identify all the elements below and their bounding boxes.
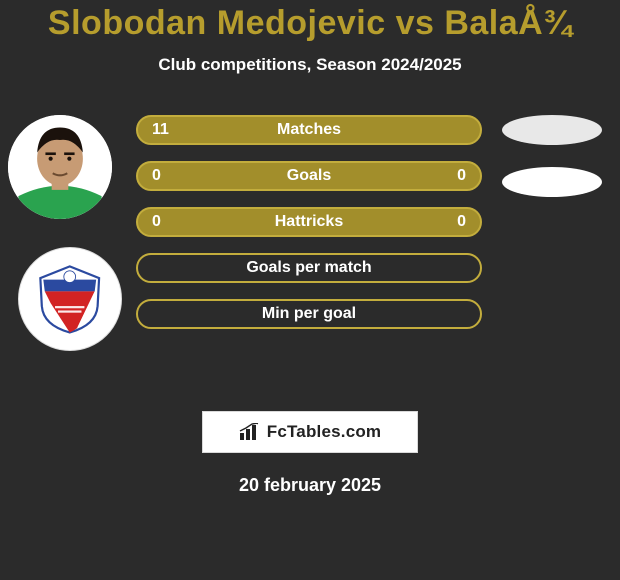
row-value-left: 0 (152, 167, 161, 185)
player2-placeholder-2 (502, 167, 602, 197)
row-value-left: 0 (152, 213, 161, 231)
date-line: 20 february 2025 (0, 475, 620, 496)
fctables-logo-text: FcTables.com (267, 422, 382, 442)
row-label: Matches (277, 121, 341, 139)
row-goals: 0 Goals 0 (136, 161, 482, 191)
row-matches: 11 Matches (136, 115, 482, 145)
player2-placeholder-1 (502, 115, 602, 145)
row-label: Min per goal (262, 305, 356, 323)
row-label: Goals per match (246, 259, 371, 277)
fctables-logo-box: FcTables.com (202, 411, 418, 453)
row-label: Hattricks (275, 213, 343, 231)
player-portrait (8, 115, 112, 219)
row-value-right: 0 (457, 167, 466, 185)
row-label: Goals (287, 167, 331, 185)
club-badge (18, 247, 122, 351)
row-min-per-goal: Min per goal (136, 299, 482, 329)
bar-chart-icon (239, 423, 261, 441)
row-hattricks: 0 Hattricks 0 (136, 207, 482, 237)
club-badge-icon (33, 262, 106, 335)
page-subtitle: Club competitions, Season 2024/2025 (0, 55, 620, 75)
stat-rows: 11 Matches 0 Goals 0 0 Hattricks 0 Goals… (136, 115, 482, 345)
row-value-right: 0 (457, 213, 466, 231)
row-goals-per-match: Goals per match (136, 253, 482, 283)
row-value-left: 11 (152, 121, 169, 139)
fctables-logo: FcTables.com (239, 422, 382, 442)
page-title: Slobodan Medojevic vs BalaÅ¾ (0, 0, 620, 43)
player-portrait-icon (8, 115, 112, 219)
stats-area: 11 Matches 0 Goals 0 0 Hattricks 0 Goals… (0, 115, 620, 375)
